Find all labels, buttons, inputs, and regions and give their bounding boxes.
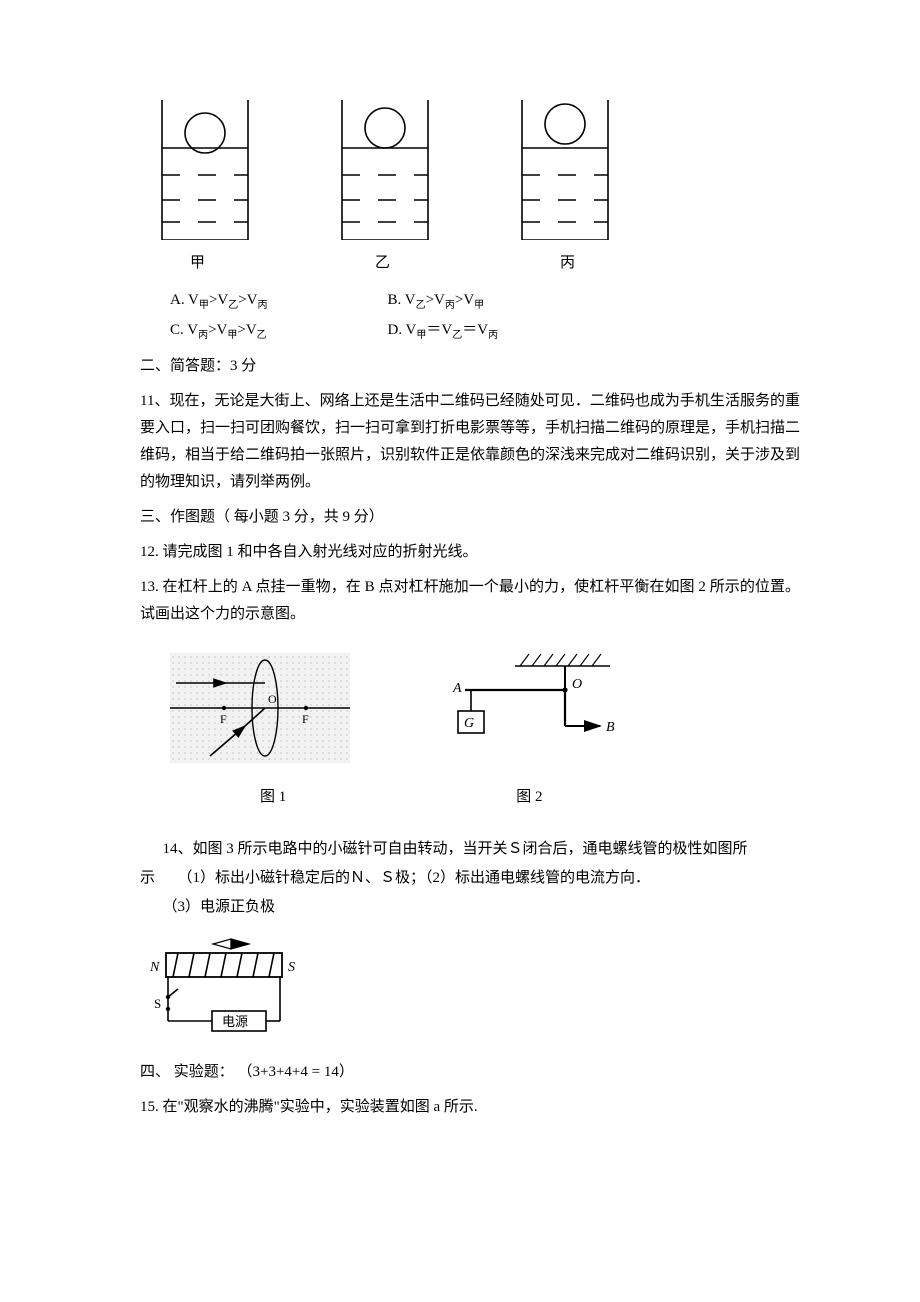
label-yi: 乙 xyxy=(375,250,390,277)
fig2-o: O xyxy=(572,677,582,692)
fig1-caption: 图 1 xyxy=(260,784,286,811)
q12: 12. 请完成图 1 和中各自入射光线对应的折射光线。 xyxy=(140,539,800,566)
fig3-s-switch: S xyxy=(154,996,161,1011)
option-d: D. V甲＝V乙＝V丙 xyxy=(388,317,499,345)
beaker-bing-svg xyxy=(510,100,620,240)
q10-options: A. V甲>V乙>V丙 C. V丙>V甲>V乙 B. V乙>V丙>V甲 D. V… xyxy=(170,287,800,345)
q15: 15. 在"观察水的沸腾"实验中，实验装置如图 a 所示. xyxy=(140,1094,800,1121)
fig1-f-right: F xyxy=(302,712,309,726)
beaker-yi-svg xyxy=(330,100,440,240)
q13: 13. 在杠杆上的 A 点挂一重物，在 B 点对杠杆施加一个最小的力，使杠杆平衡… xyxy=(140,574,800,628)
fig1-f-left: F xyxy=(220,712,227,726)
fig2-a: A xyxy=(452,681,462,696)
section-zt: 三、作图题（ 每小题 3 分，共 9 分） xyxy=(140,504,800,531)
beaker-yi xyxy=(330,100,440,240)
fig3-s-right: S xyxy=(288,960,295,975)
figures-row: F F O O A B xyxy=(170,648,800,768)
fig2-g: G xyxy=(464,716,474,731)
fig3-source: 电源 xyxy=(222,1014,248,1029)
section-sy: 四、 实验题： （3+3+4+4 = 14） xyxy=(140,1059,800,1086)
fig2-b: B xyxy=(606,720,615,735)
label-bing: 丙 xyxy=(560,250,575,277)
q14-line2: 示 （1）标出小磁针稳定后的Ｎ、Ｓ极；（2）标出通电螺线管的电流方向． xyxy=(140,865,800,892)
q11: 11、现在，无论是大街上、网络上还是生活中二维码已经随处可见．二维码也成为手机生… xyxy=(140,388,800,496)
option-b: B. V乙>V丙>V甲 xyxy=(388,287,499,315)
beakers-figure xyxy=(150,100,800,240)
label-jia: 甲 xyxy=(190,250,205,277)
option-a: A. V甲>V乙>V丙 xyxy=(170,287,268,315)
fig3-n: N xyxy=(149,960,160,975)
beaker-labels: 甲 乙 丙 xyxy=(190,250,800,277)
fig2-caption: 图 2 xyxy=(516,784,542,811)
option-c: C. V丙>V甲>V乙 xyxy=(170,317,268,345)
figure1-svg: F F O xyxy=(170,648,350,768)
figure2-svg: O A B G xyxy=(430,648,620,758)
beaker-jia-svg xyxy=(150,100,260,240)
beaker-jia xyxy=(150,100,260,240)
q14-line1: 14、如图 3 所示电路中的小磁针可自由转动，当开关Ｓ闭合后，通电螺线管的极性如… xyxy=(140,836,800,863)
section-jd: 二、简答题：3 分 xyxy=(140,353,800,380)
figure3-svg: N S S 电源 xyxy=(140,929,310,1041)
fig1-o: O xyxy=(268,692,277,706)
figcaps: 图 1 图 2 xyxy=(260,784,800,811)
q14-line3: （3）电源正负极 xyxy=(140,894,800,921)
beaker-bing xyxy=(510,100,620,240)
